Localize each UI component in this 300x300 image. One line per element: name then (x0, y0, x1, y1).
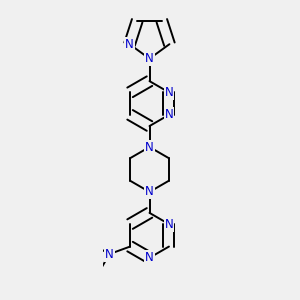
Text: N: N (145, 140, 154, 154)
Text: N: N (105, 248, 114, 261)
Text: N: N (145, 52, 154, 65)
Text: N: N (145, 185, 154, 198)
Text: N: N (165, 218, 173, 231)
Text: N: N (165, 86, 173, 99)
Text: N: N (165, 108, 173, 121)
Text: N: N (145, 251, 154, 264)
Text: N: N (125, 38, 134, 51)
